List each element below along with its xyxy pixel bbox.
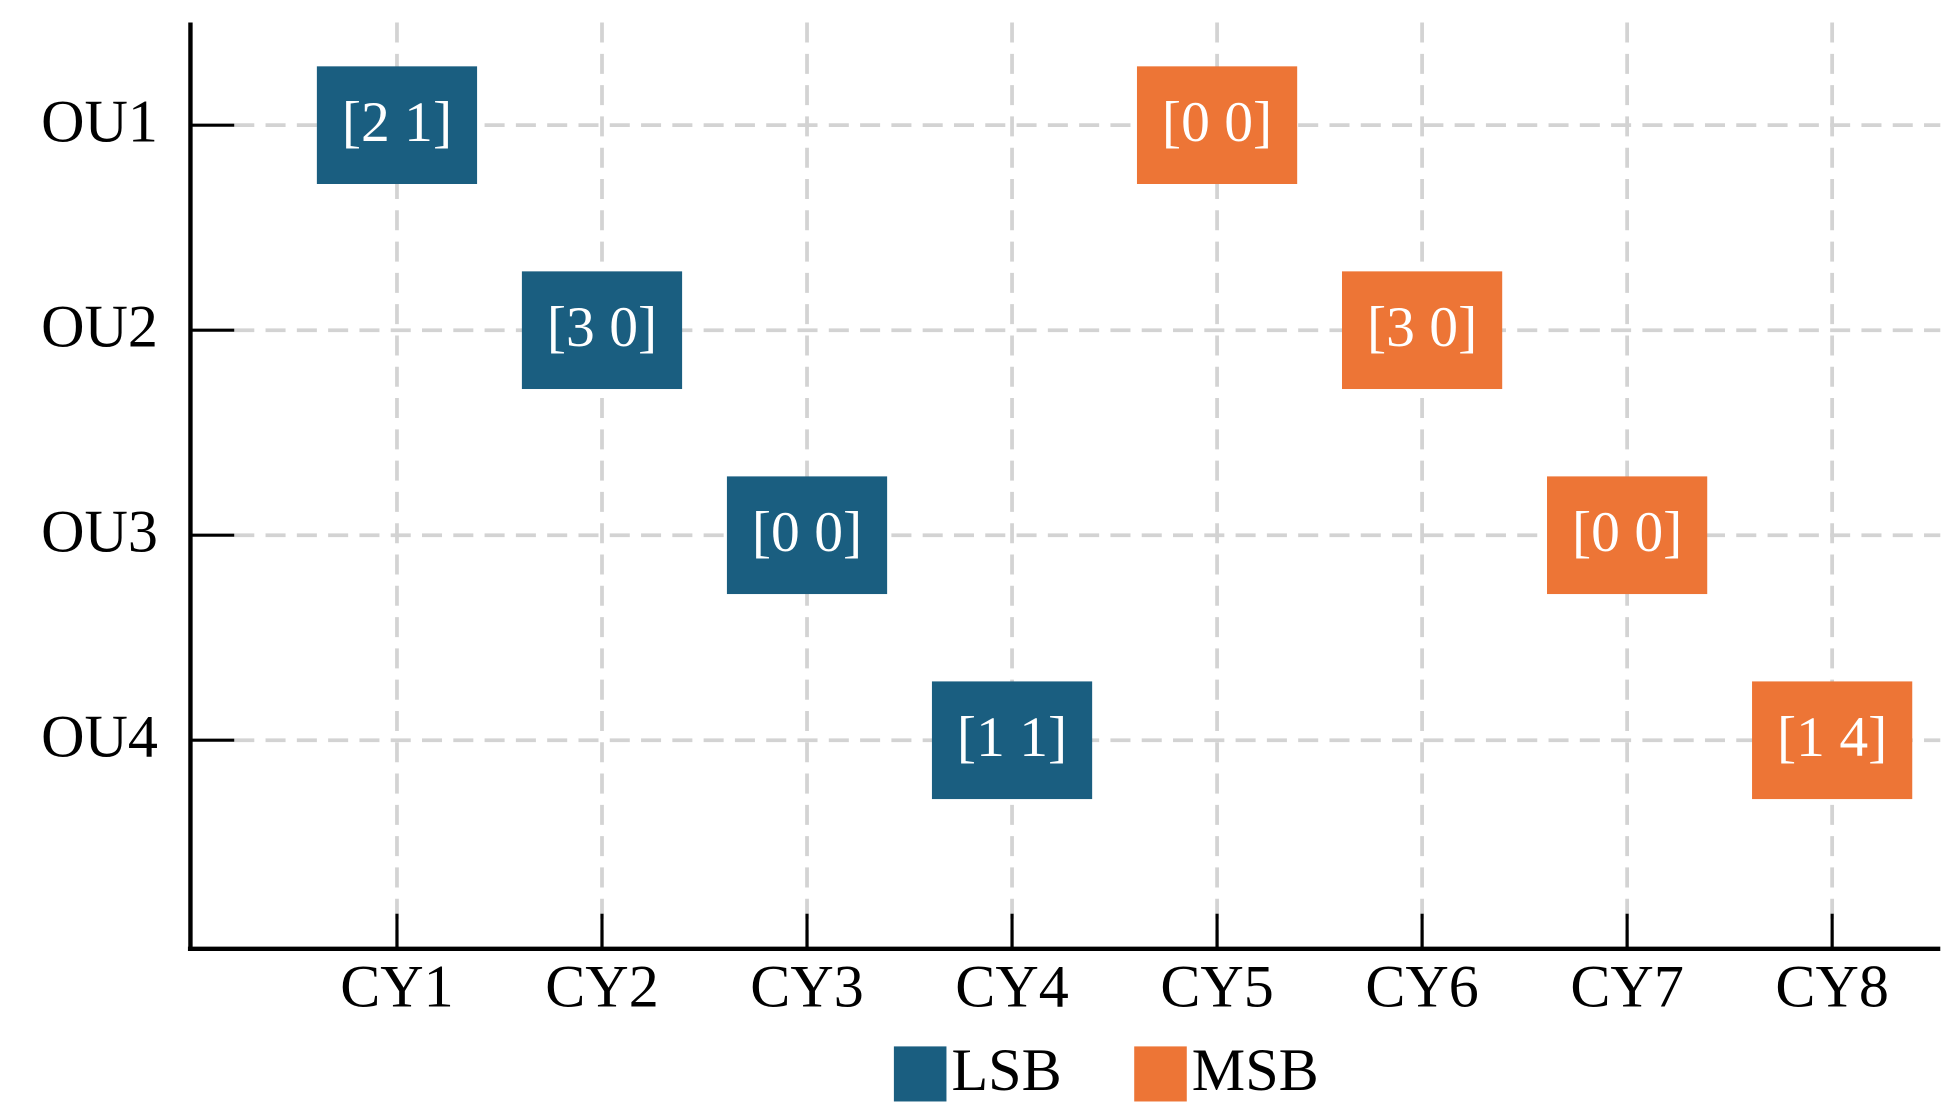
y-tick-label: OU3 xyxy=(41,498,158,565)
labels: CY1 CY2 CY3 CY4 CY5 CY6 CY7 CY8 OU1 OU2 OU3 OU4 xyxy=(41,87,1889,1019)
cell-label: [0 0] xyxy=(1162,91,1272,154)
cell-box xyxy=(1136,66,1298,184)
cell-box xyxy=(1341,271,1503,390)
cell-label: [0 0] xyxy=(752,501,862,564)
legend: LSB MSB xyxy=(893,1036,1319,1103)
cell-label: [1 1] xyxy=(957,706,1067,769)
x-tick-label: CY6 xyxy=(1365,952,1479,1019)
cell-box xyxy=(726,476,888,595)
marks: [2 1] [3 0] [0 0] [1 1] [0 0] [3 0] [0 0] [1 4] xyxy=(316,66,1913,800)
cell-box xyxy=(521,271,683,390)
x-tick-label: CY2 xyxy=(545,952,659,1019)
x-tick-label: CY4 xyxy=(955,952,1069,1019)
cell-label: [3 0] xyxy=(547,296,657,359)
cell-box xyxy=(316,66,478,184)
x-tick-label: CY5 xyxy=(1160,952,1274,1019)
cell-box xyxy=(1547,476,1708,595)
x-tick-label: CY1 xyxy=(340,952,454,1019)
cell-box xyxy=(1752,681,1913,800)
x-tick-label: CY7 xyxy=(1570,952,1684,1019)
cell-label: [3 0] xyxy=(1367,296,1477,359)
y-tick-label: OU2 xyxy=(41,292,158,359)
cell-label: [0 0] xyxy=(1572,501,1682,564)
y-tick-label: OU4 xyxy=(41,703,158,770)
cell-label: [1 4] xyxy=(1777,706,1887,769)
cell-box xyxy=(931,681,1093,800)
legend-label: MSB xyxy=(1192,1036,1319,1103)
legend-swatch xyxy=(893,1046,947,1102)
legend-label: LSB xyxy=(951,1036,1061,1103)
x-tick-label: CY3 xyxy=(750,952,864,1019)
x-tick-label: CY8 xyxy=(1775,952,1889,1019)
legend-swatch xyxy=(1134,1046,1187,1102)
cell-label: [2 1] xyxy=(342,91,452,154)
y-tick-label: OU1 xyxy=(41,87,158,154)
